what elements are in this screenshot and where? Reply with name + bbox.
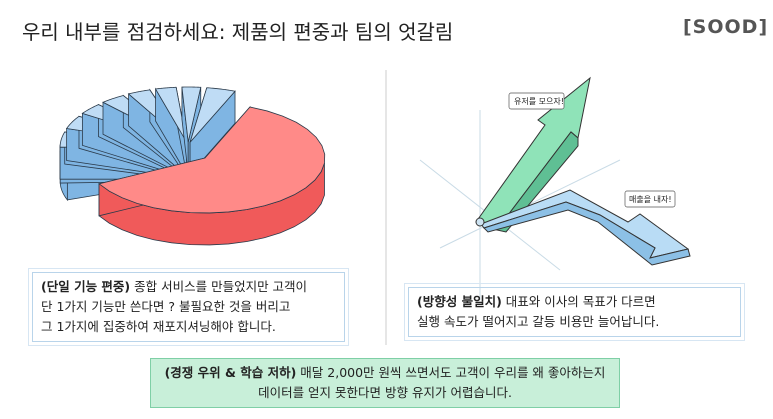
direction-illustration: [419, 76, 691, 300]
caption-line: 단 1가지 기능만 쓴다면 ? 불필요한 것을 버리고: [41, 299, 291, 314]
footer-bold: (경쟁 우위 & 학습 저하): [164, 365, 297, 380]
footer-line: 데이터를 얻지 못한다면 방향 유지가 어렵습니다.: [258, 385, 512, 400]
caption-line: 그 1가지에 집중하여 재포지셔닝해야 합니다.: [41, 319, 276, 334]
pie-slice: [181, 86, 202, 143]
caption-bold: (방향성 불일치): [417, 294, 502, 309]
footer-line: 매달 2,000만 원씩 쓰면서도 고객이 우리를 왜 좋아하는지: [300, 365, 606, 380]
arrow-label: 유저를 모으자!: [514, 97, 564, 106]
pie-slice: [98, 106, 326, 214]
pie-illustration: [59, 86, 326, 246]
pie-slice: [189, 87, 236, 143]
title: 우리 내부를 점검하세요: 제품의 편중과 팀의 엇갈림: [22, 20, 454, 44]
right-caption: (방향성 불일치) 대표와 이사의 목표가 다르면 실행 속도가 떨어지고 갈등…: [404, 283, 745, 341]
caption-bold: (단일 기능 편중): [41, 279, 131, 294]
arrow-label: 매출을 내자!: [629, 195, 672, 204]
footer-callout: (경쟁 우위 & 학습 저하) 매달 2,000만 원씩 쓰면서도 고객이 우리…: [150, 358, 620, 408]
caption-line: 대표와 이사의 목표가 다르면: [505, 294, 656, 309]
left-caption: (단일 기능 편중) 종합 서비스를 만들었지만 고객이 단 1가지 기능만 쓴…: [28, 268, 349, 346]
caption-line: 종합 서비스를 만들었지만 고객이: [134, 279, 308, 294]
caption-line: 실행 속도가 떨어지고 갈등 비용만 늘어납니다.: [417, 314, 660, 329]
pie-slice: [154, 86, 188, 143]
logo: [SOOD]: [683, 16, 769, 38]
